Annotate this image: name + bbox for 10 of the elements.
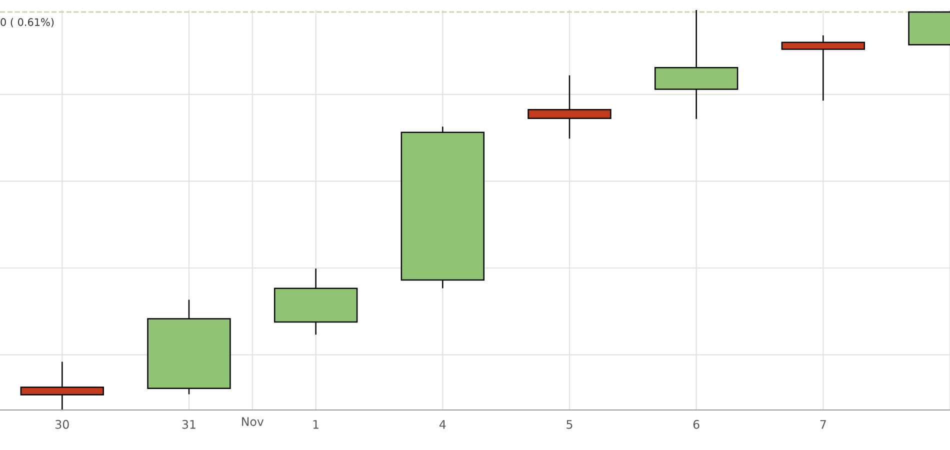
text: Nov [242, 417, 264, 426]
x-tick-label: 31 [182, 420, 196, 429]
x-tick-label: 7 [820, 420, 826, 429]
x-tick-label: 30 [56, 420, 69, 429]
x-tick-label: 1 [313, 420, 318, 429]
x-tick-label: 5 [566, 420, 572, 429]
candlestick [781, 35, 866, 101]
x-tick-label: 6 [693, 420, 700, 429]
annotation: 0 ( 0.61%) [0, 18, 54, 28]
x-tick-label: 4 [439, 420, 446, 429]
